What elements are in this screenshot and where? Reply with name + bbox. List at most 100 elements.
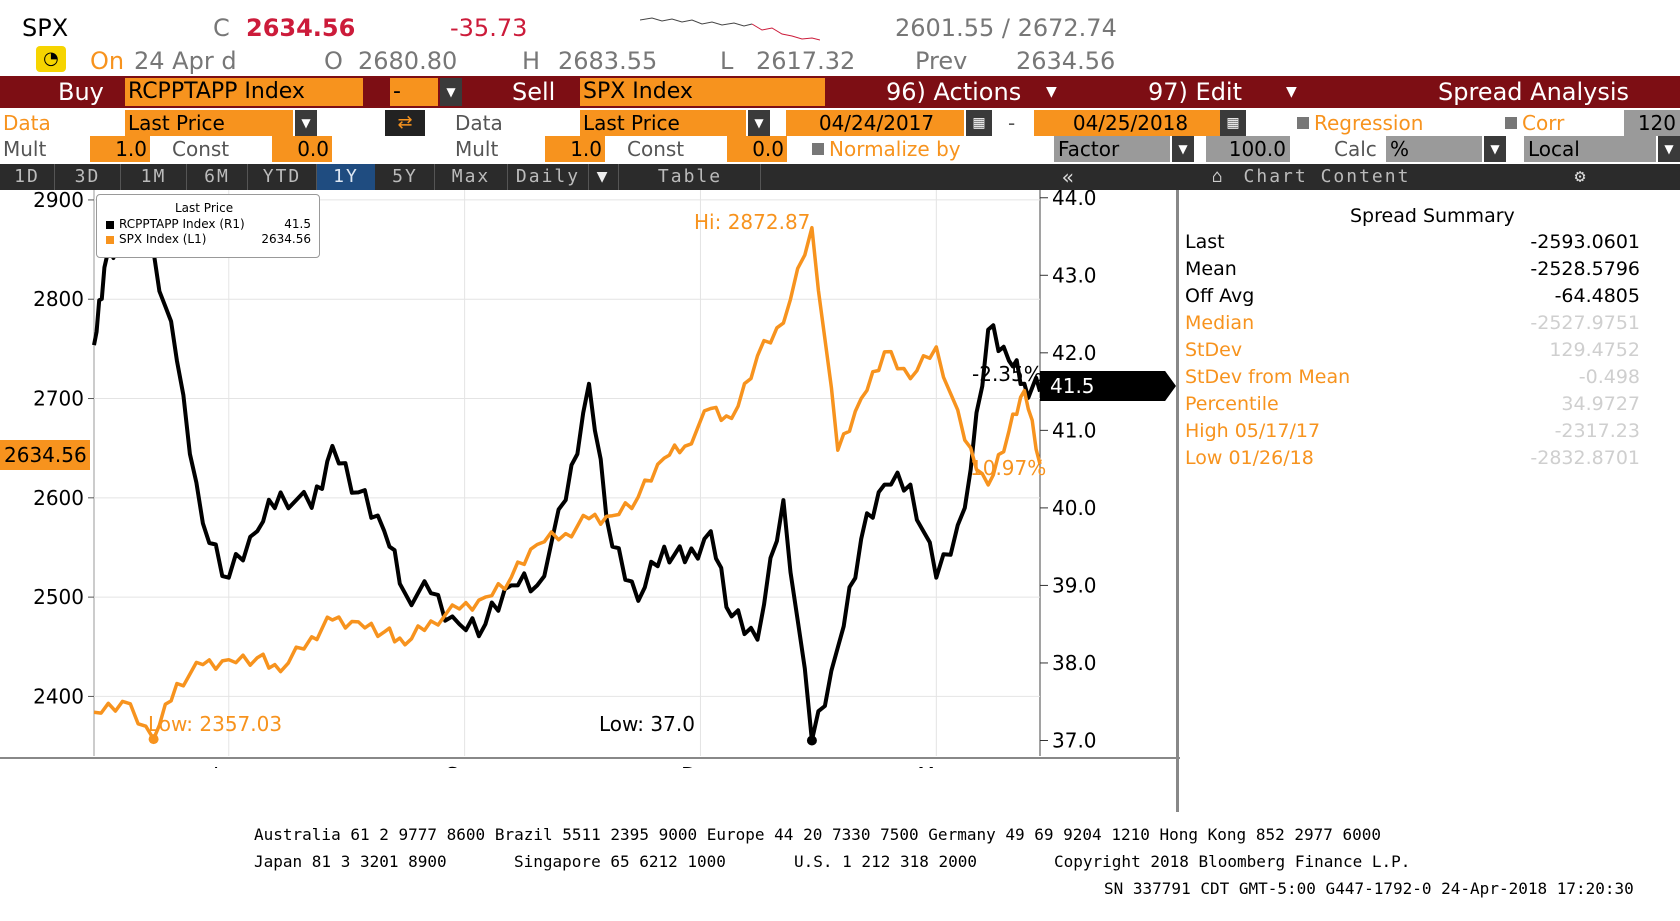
right-tick-label: 37.0 <box>1052 728 1097 752</box>
period-1d[interactable]: 1D <box>0 164 55 190</box>
period-1y[interactable]: 1Y <box>317 164 375 190</box>
buy-security-input[interactable]: RCPPTAPP Index <box>125 78 363 106</box>
edit-dropdown-icon[interactable]: ▼ <box>1286 84 1297 100</box>
end-date-input[interactable]: 04/25/2018 <box>1034 110 1224 136</box>
rc-last-tag: 41.5 <box>1040 371 1176 401</box>
const-input[interactable]: 0.0 <box>272 136 332 162</box>
period-max[interactable]: Max <box>435 164 508 190</box>
local-select[interactable]: Local <box>1524 136 1656 162</box>
sell-label: Sell <box>512 78 556 106</box>
legend-value-spx: 2634.56 <box>261 232 311 246</box>
summary-value: -2832.8701 <box>1530 447 1640 469</box>
rc-pct-annotation: -2.35% <box>972 362 1043 386</box>
change-value: -35.73 <box>450 14 528 42</box>
data-dropdown-icon[interactable]: ▼ <box>295 110 317 136</box>
data-label: Data <box>3 111 51 135</box>
command-bar: Buy RCPPTAPP Index - ▼ Sell SPX Index 96… <box>0 76 1680 108</box>
chart-content-icon[interactable]: ⌂ <box>1211 166 1225 187</box>
chart-content-button[interactable]: Chart Content <box>1243 166 1411 187</box>
table-button[interactable]: Table <box>620 164 761 190</box>
local-dropdown-icon[interactable]: ▼ <box>1658 136 1680 162</box>
rcpptapp-low-marker <box>806 735 817 746</box>
period-5y[interactable]: 5Y <box>376 164 435 190</box>
spread-chart[interactable]: 2900 2800 2700 2600 2500 2400 44.0 43.0 42.0 41.… <box>0 190 1180 768</box>
right-tick-label: 41.0 <box>1052 418 1097 442</box>
factor-value-input[interactable]: 100.0 <box>1206 136 1290 162</box>
period-ytd[interactable]: YTD <box>248 164 317 190</box>
summary-label: Percentile <box>1185 393 1279 415</box>
x-tick-label: Mar <box>917 763 956 768</box>
left-tick-label: 2800 <box>33 287 84 311</box>
factor-select[interactable]: Factor <box>1054 136 1170 162</box>
footer-session-info: SN 337791 CDT GMT-5:00 G447-1792-0 24-Ap… <box>1104 879 1634 898</box>
footer-contacts-japan: Japan 81 3 3201 8900 <box>254 852 447 871</box>
rcpptapp-line <box>92 230 1042 743</box>
left-tick-label: 2400 <box>33 684 84 708</box>
factor-dropdown-icon[interactable]: ▼ <box>1172 136 1194 162</box>
frequency-select[interactable]: Daily <box>508 164 589 190</box>
on-label: On <box>90 47 125 75</box>
frequency-dropdown-icon[interactable]: ▼ <box>588 164 619 190</box>
x-axis: JunSepDecMar20172018 <box>211 763 956 768</box>
left-tick-label: 2500 <box>33 585 84 609</box>
calc-select[interactable]: % <box>1386 136 1482 162</box>
swap-icon[interactable]: ⇄ <box>385 110 425 136</box>
data2-dropdown-icon[interactable]: ▼ <box>748 110 770 136</box>
left-axis: 2900 2800 2700 2600 2500 2400 <box>33 190 94 708</box>
corr-checkbox[interactable] <box>1505 117 1517 129</box>
summary-value: 34.9727 <box>1561 393 1640 415</box>
spx-low-marker <box>148 734 159 745</box>
period-1m[interactable]: 1M <box>121 164 187 190</box>
summary-label: Median <box>1185 312 1255 334</box>
prev-value: 2634.56 <box>1016 47 1116 75</box>
start-date-input[interactable]: 04/24/2017 <box>786 110 964 136</box>
data2-field-select[interactable]: Last Price <box>580 110 746 136</box>
legend-item-spx: SPX Index (L1) <box>119 232 207 246</box>
actions-menu[interactable]: 96) Actions <box>886 78 1022 106</box>
actions-dropdown-icon[interactable]: ▼ <box>1046 84 1057 100</box>
chart-panel-divider <box>1176 190 1179 812</box>
spx-last-tag: 2634.56 <box>0 440 90 470</box>
summary-label: Last <box>1185 231 1225 253</box>
period-6m[interactable]: 6M <box>187 164 248 190</box>
regression-checkbox[interactable] <box>1297 117 1309 129</box>
calc-label: Calc <box>1334 137 1377 161</box>
const2-label: Const <box>627 137 685 161</box>
calc-dropdown-icon[interactable]: ▼ <box>1484 136 1506 162</box>
function-title: Spread Analysis <box>1438 78 1630 106</box>
operator-select[interactable]: - <box>390 78 438 106</box>
mult2-input[interactable]: 1.0 <box>545 136 605 162</box>
corr-window-input[interactable]: 120 <box>1624 110 1680 136</box>
open-label: O <box>324 47 343 75</box>
spx-pct-annotation: 10.97% <box>970 456 1047 480</box>
close-value: 2634.56 <box>246 14 356 42</box>
x-tick-label: Sep <box>446 763 484 768</box>
corr-label: Corr <box>1522 111 1565 135</box>
right-tick-label: 44.0 <box>1052 190 1097 210</box>
quote-date: 24 Apr d <box>134 47 237 75</box>
footer-contacts-1: Australia 61 2 9777 8600 Brazil 5511 239… <box>254 825 1382 844</box>
edit-menu[interactable]: 97) Edit <box>1148 78 1243 106</box>
const2-input[interactable]: 0.0 <box>727 136 787 162</box>
normalize-checkbox[interactable] <box>812 143 824 155</box>
period-3d[interactable]: 3D <box>55 164 121 190</box>
rc-low-annotation: Low: 37.0 <box>599 712 695 736</box>
chart-bottom-border <box>0 757 1180 759</box>
data-field-select[interactable]: Last Price <box>125 110 293 136</box>
summary-label: StDev from Mean <box>1185 366 1351 388</box>
sell-security-input[interactable]: SPX Index <box>580 78 825 106</box>
settings-gear-icon[interactable]: ⚙ <box>1574 166 1588 187</box>
collapse-button[interactable]: « <box>1024 164 1114 190</box>
summary-value: -0.498 <box>1578 366 1640 388</box>
alert-icon[interactable]: ◔ <box>36 46 66 72</box>
chart-legend[interactable]: Last Price RCPPTAPP Index (R1) 41.5 SPX … <box>96 194 320 258</box>
end-calendar-icon[interactable]: ▦ <box>1220 110 1246 136</box>
date-separator: - <box>1008 111 1016 135</box>
prev-label: Prev <box>915 47 968 75</box>
mult-input[interactable]: 1.0 <box>90 136 150 162</box>
operator-dropdown-icon[interactable]: ▼ <box>440 78 462 106</box>
summary-value: -2528.5796 <box>1530 258 1640 280</box>
spx-low-annotation: Low: 2357.03 <box>148 712 283 736</box>
legend-swatch-rc <box>106 221 114 229</box>
start-calendar-icon[interactable]: ▦ <box>966 110 992 136</box>
